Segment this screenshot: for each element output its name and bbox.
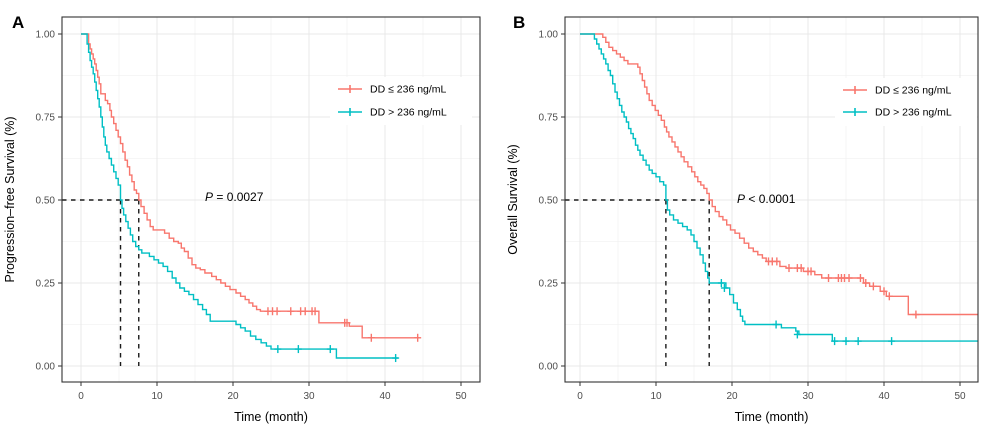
p-value-italic-p: P [737,192,745,206]
y-axis-title: Overall Survival (%) [506,144,520,254]
legend: DD ≤ 236 ng/mL DD > 236 ng/mL [330,77,472,125]
censor-marks-dd-le-236 [264,307,422,342]
km-curve-dd-gt-236 [580,33,978,342]
p-value-rest: < 0.0001 [745,192,796,206]
x-axis-title: Time (month) [234,410,308,424]
y-tick-label: 0.25 [36,279,56,290]
y-tick-label: 0.75 [539,113,559,124]
y-tick-label: 0.25 [539,279,559,290]
axes: 0 10 20 30 40 50 0.00 0.25 0.50 0.75 1.00 [36,30,467,403]
x-tick-label: 30 [802,391,814,402]
km-curve-dd-gt-236 [81,33,398,359]
x-tick-label: 30 [303,391,315,402]
y-axis-title: Progression–free Survival (%) [3,116,17,282]
panel-b-overall-survival: 0 10 20 30 40 50 0.00 0.25 0.50 0.75 1.00 Time (mon… [497,0,994,435]
y-tick-label: 0.50 [539,196,559,207]
y-tick-label: 0.75 [36,113,56,124]
km-curve-dd-le-236 [81,33,420,339]
legend-item-label: DD > 236 ng/mL [875,107,952,119]
y-tick-label: 0.50 [36,196,56,207]
panel-letter: B [513,13,525,32]
km-curve-dd-le-236 [580,33,978,316]
y-tick-label: 1.00 [539,30,559,41]
x-tick-label: 10 [151,391,163,402]
legend-item-label: DD ≤ 236 ng/mL [370,84,447,96]
y-tick-label: 0.00 [539,362,559,373]
legend-background [835,78,977,126]
y-tick-label: 1.00 [36,30,56,41]
x-tick-label: 40 [878,391,890,402]
p-value-italic-p: P [205,190,213,204]
legend: DD ≤ 236 ng/mL DD > 236 ng/mL [835,78,977,126]
legend-item-label: DD > 236 ng/mL [370,107,447,119]
p-value-label: P < 0.0001 [737,192,796,206]
legend-background [330,77,472,125]
x-tick-label: 40 [379,391,391,402]
survival-plot-svg: 0 10 20 30 40 50 0.00 0.25 0.50 0.75 1.00 Time (mon… [497,0,994,435]
survival-plot-svg: 0 10 20 30 40 50 0.00 0.25 0.50 0.75 1.00 Time (mon… [0,0,497,435]
median-dashed-lines [62,199,140,366]
panel-letter: A [12,13,24,32]
p-value-rest: = 0.0027 [213,190,264,204]
x-tick-label: 50 [455,391,467,402]
x-tick-label: 0 [577,391,583,402]
censor-marks-dd-gt-236 [717,279,896,346]
panel-a-progression-free-survival: 0 10 20 30 40 50 0.00 0.25 0.50 0.75 1.00 Time (mon… [0,0,497,435]
x-tick-label: 20 [726,391,738,402]
x-tick-label: 0 [78,391,84,402]
legend-item-label: DD ≤ 236 ng/mL [875,85,952,97]
x-tick-label: 50 [954,391,966,402]
y-tick-label: 0.00 [36,362,56,373]
panel-background [0,0,497,435]
x-tick-label: 10 [650,391,662,402]
panel-background [497,0,994,435]
censor-marks-dd-gt-236 [274,345,400,363]
p-value-label: P = 0.0027 [205,190,264,204]
x-axis-title: Time (month) [735,410,809,424]
x-tick-label: 20 [227,391,239,402]
axes: 0 10 20 30 40 50 0.00 0.25 0.50 0.75 1.00 [539,30,966,403]
censor-marks-dd-le-236 [764,257,920,319]
